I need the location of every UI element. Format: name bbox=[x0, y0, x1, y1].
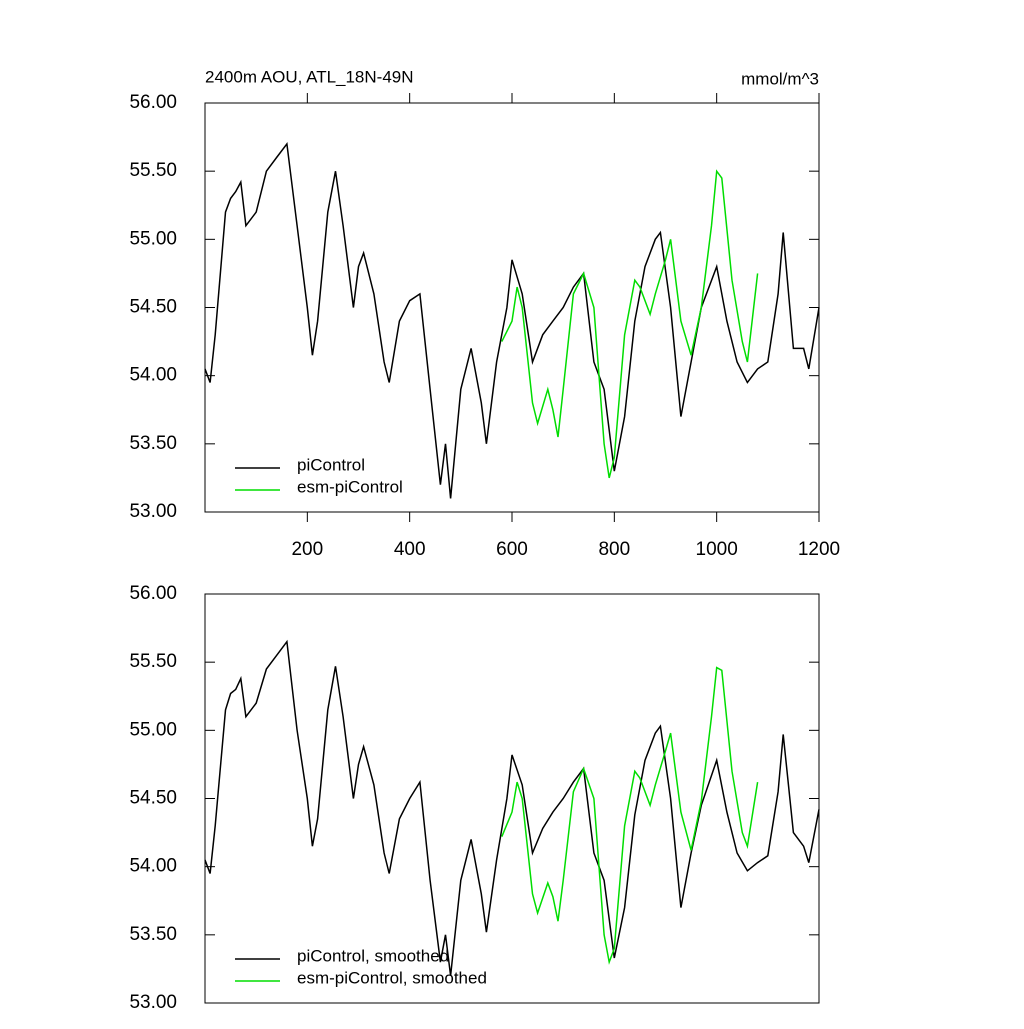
y-tick-label: 55.00 bbox=[129, 228, 177, 249]
x-tick-label: 200 bbox=[291, 539, 323, 560]
x-tick-label: 600 bbox=[496, 539, 528, 560]
chart-title: 2400m AOU, ATL_18N-49N bbox=[205, 67, 414, 86]
y-tick-label: 53.00 bbox=[129, 992, 177, 1013]
x-tick-label: 1200 bbox=[798, 539, 840, 560]
legend-label: piControl bbox=[297, 455, 365, 474]
legend-label: piControl, smoothed bbox=[297, 946, 449, 965]
plot-frame bbox=[204, 102, 820, 513]
y-tick-label: 53.50 bbox=[129, 924, 177, 945]
y-tick-label: 56.00 bbox=[129, 92, 177, 113]
legend-label: esm-piControl, smoothed bbox=[297, 968, 487, 987]
y-tick-label: 54.00 bbox=[129, 365, 177, 386]
data-line bbox=[501, 169, 759, 479]
y-tick-label: 53.00 bbox=[129, 501, 177, 522]
data-line bbox=[501, 666, 759, 965]
y-tick-label: 55.50 bbox=[129, 160, 177, 181]
x-tick-label: 800 bbox=[598, 539, 630, 560]
y-tick-label: 55.00 bbox=[129, 719, 177, 740]
y-tick-label: 53.50 bbox=[129, 433, 177, 454]
y-tick-label: 54.50 bbox=[129, 788, 177, 809]
x-tick-label: 400 bbox=[394, 539, 426, 560]
data-line bbox=[204, 639, 820, 976]
y-tick-label: 54.00 bbox=[129, 856, 177, 877]
y-tick-label: 56.00 bbox=[129, 583, 177, 604]
legend-label: esm-piControl bbox=[297, 477, 403, 496]
y-tick-label: 54.50 bbox=[129, 297, 177, 318]
units-label: mmol/m^3 bbox=[741, 69, 819, 88]
data-line bbox=[204, 141, 820, 499]
x-tick-label: 1000 bbox=[696, 539, 738, 560]
y-tick-label: 55.50 bbox=[129, 651, 177, 672]
plot-frame bbox=[204, 593, 820, 1004]
